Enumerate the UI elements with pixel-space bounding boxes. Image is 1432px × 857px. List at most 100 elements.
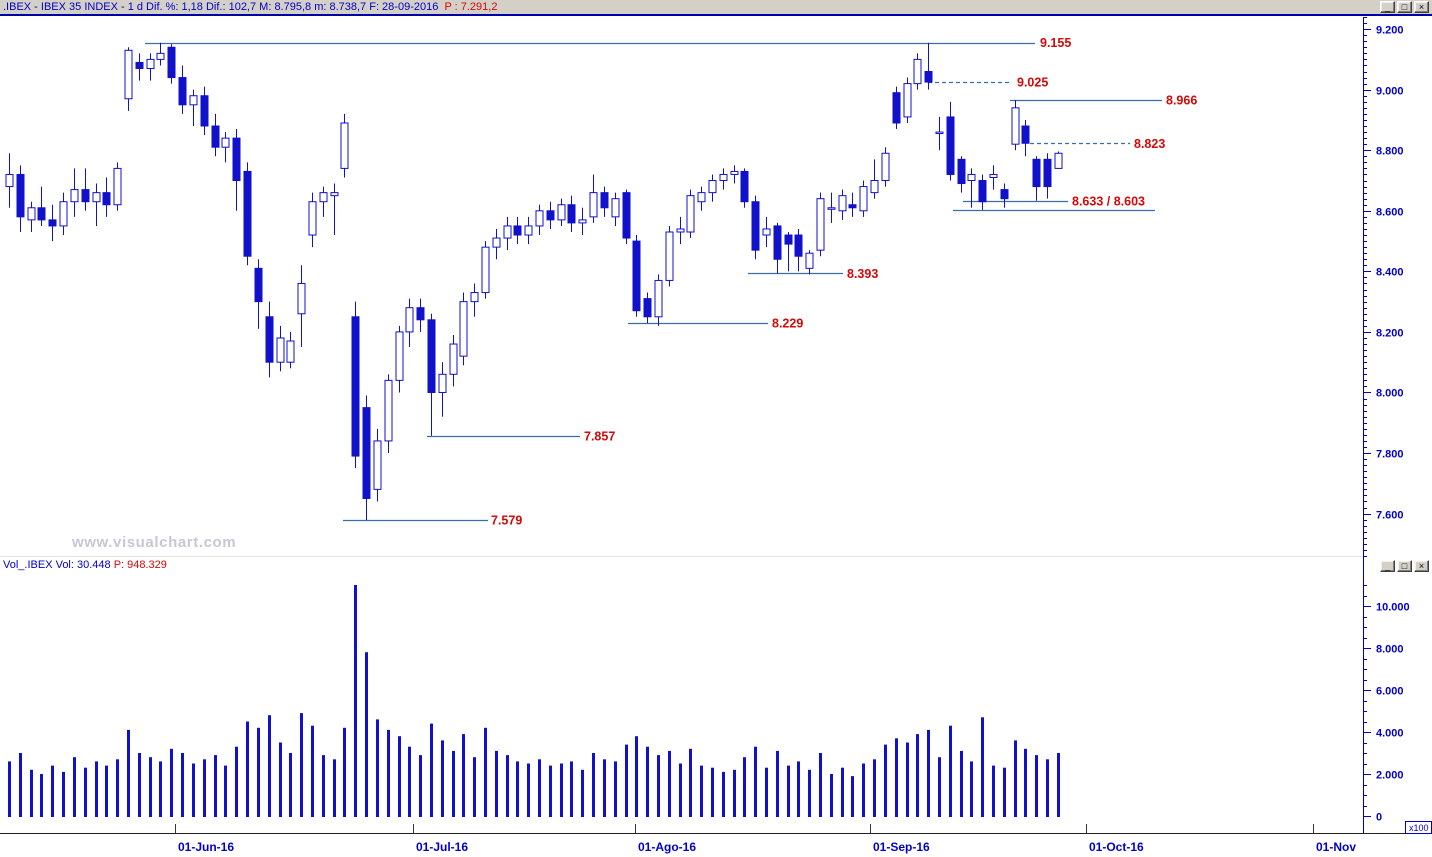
volume-close-button[interactable]: × xyxy=(1414,560,1429,572)
volume-bar xyxy=(862,763,865,817)
volume-bar xyxy=(689,748,692,817)
volume-bar xyxy=(927,729,930,817)
volume-bar xyxy=(949,725,952,817)
candle-body xyxy=(102,192,111,206)
candle-body xyxy=(167,46,176,79)
candle-body xyxy=(27,207,36,221)
candle-body xyxy=(686,195,695,233)
candle-body xyxy=(892,92,901,124)
volume-bar xyxy=(776,750,779,817)
volume-bar xyxy=(1024,748,1027,817)
candle-body xyxy=(535,210,544,227)
date-label: 01-Jun-16 xyxy=(178,840,234,854)
candle-body xyxy=(762,228,771,236)
candle-body xyxy=(5,173,14,188)
volume-bar xyxy=(603,759,606,817)
volume-bar xyxy=(711,767,714,817)
candle-body xyxy=(254,267,263,303)
volume-bar xyxy=(516,761,519,817)
candle-body xyxy=(924,71,933,83)
candle-body xyxy=(438,373,447,393)
volume-bar xyxy=(560,763,563,817)
volume-bar xyxy=(1057,753,1060,817)
close-button[interactable]: × xyxy=(1414,1,1429,13)
candle-body xyxy=(751,201,760,251)
candle-body xyxy=(740,170,749,203)
candle-body xyxy=(827,207,836,210)
volume-bar xyxy=(289,753,292,817)
volume-bar xyxy=(851,776,854,817)
price-axis-label: 7.800 xyxy=(1376,449,1404,461)
candle-body xyxy=(903,83,912,118)
volume-bar xyxy=(808,769,811,817)
volume-bar xyxy=(116,759,119,817)
volume-bar xyxy=(506,755,509,817)
volume-bar xyxy=(733,769,736,817)
volume-bar xyxy=(495,750,498,817)
candle-body xyxy=(178,77,187,106)
volume-bar xyxy=(376,719,379,817)
candle-body xyxy=(221,137,230,148)
candle-body xyxy=(730,170,739,175)
volume-bar xyxy=(743,757,746,817)
volume-bar xyxy=(40,774,43,817)
volume-bar xyxy=(127,729,130,817)
candle-body xyxy=(319,192,328,203)
volume-bar xyxy=(527,763,530,817)
date-label: 01-Nov xyxy=(1316,840,1356,854)
volume-bar xyxy=(473,757,476,817)
volume-bar xyxy=(8,761,11,817)
volume-bar xyxy=(138,753,141,817)
price-axis-label: 8.000 xyxy=(1376,388,1404,400)
volume-multiplier-label: x100 xyxy=(1409,823,1429,833)
candle-body xyxy=(773,225,782,260)
candle-body xyxy=(805,252,814,269)
volume-maximize-button[interactable]: □ xyxy=(1397,560,1412,572)
candle-body xyxy=(697,192,706,203)
level-label: 7.579 xyxy=(491,513,522,527)
candle-body xyxy=(848,204,857,209)
volume-bar xyxy=(398,736,401,817)
candle-body xyxy=(373,440,382,490)
level-label: 9.025 xyxy=(1017,76,1048,90)
volume-bar xyxy=(614,761,617,817)
volume-window-controls: _ □ × xyxy=(1380,560,1429,572)
candle-body xyxy=(135,61,144,69)
volume-bar xyxy=(214,755,217,817)
candle-body xyxy=(816,198,825,251)
title-price-text: P : 7.291,2 xyxy=(444,1,498,13)
volume-minimize-button[interactable]: _ xyxy=(1380,560,1395,572)
watermark: www.visualchart.com xyxy=(72,534,237,551)
candle-body xyxy=(362,407,371,499)
candle-body xyxy=(124,49,133,100)
volume-bar xyxy=(484,727,487,817)
candle-body xyxy=(492,237,501,248)
volume-pane-header: Vol_.IBEX Vol: 30.448 P: 948.329 xyxy=(3,559,167,571)
candle-body xyxy=(113,167,122,206)
volume-bar xyxy=(625,744,628,817)
candle-body xyxy=(308,201,317,236)
candle-body xyxy=(384,379,393,442)
volume-bar xyxy=(1046,759,1049,817)
volume-header-price: P: 948.329 xyxy=(113,559,167,571)
volume-bar xyxy=(981,717,984,817)
candle-body xyxy=(946,116,955,175)
level-label: 8.393 xyxy=(847,267,878,281)
candle-body xyxy=(708,180,717,194)
candle-body xyxy=(503,225,512,239)
volume-bar xyxy=(841,767,844,817)
volume-bar xyxy=(906,742,909,817)
volume-bar xyxy=(992,765,995,817)
candle-body xyxy=(794,234,803,257)
candle-body xyxy=(405,307,414,333)
volume-bar xyxy=(765,767,768,817)
minimize-button[interactable]: _ xyxy=(1380,1,1395,13)
volume-bar xyxy=(95,761,98,817)
candle-body xyxy=(1032,158,1041,188)
candle-body xyxy=(276,337,285,363)
volume-bar xyxy=(441,740,444,817)
volume-bar xyxy=(300,713,303,817)
maximize-button[interactable]: □ xyxy=(1397,1,1412,13)
candle-body xyxy=(200,95,209,127)
